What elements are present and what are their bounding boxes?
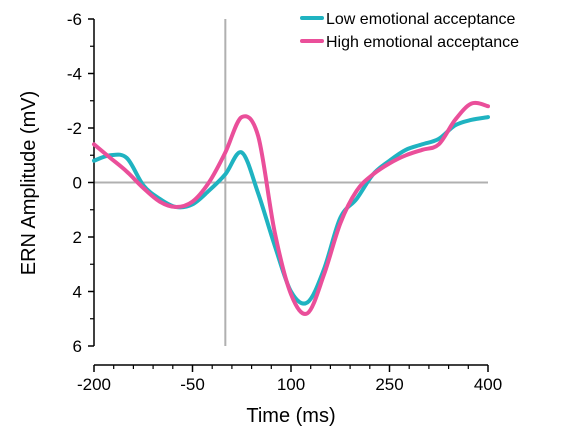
y-tick-label: 2 [73, 228, 82, 247]
x-tick-label: 250 [375, 375, 403, 394]
y-tick-label: 0 [73, 174, 82, 193]
y-tick-label: 4 [73, 283, 82, 302]
x-axis-ticks: -200 -50 100 250 400 [77, 365, 502, 394]
legend: Low emotional acceptance High emotional … [302, 11, 519, 51]
y-axis-ticks: -6 -4 -2 0 2 4 6 [67, 10, 94, 356]
y-axis-title: ERN Amplitude (mV) [18, 91, 40, 276]
x-tick-label: 100 [277, 375, 305, 394]
x-tick-label: 400 [474, 375, 502, 394]
y-tick-label: 6 [73, 337, 82, 356]
x-axis-title: Time (ms) [246, 405, 335, 427]
y-tick-label: -2 [67, 119, 82, 138]
axes: -6 -4 -2 0 2 4 6 -200 -50 100 250 400 [67, 10, 502, 394]
y-tick-label: -6 [67, 10, 82, 29]
x-tick-label: -200 [77, 375, 111, 394]
legend-label-low: Low emotional acceptance [326, 11, 516, 28]
legend-label-high: High emotional acceptance [326, 34, 519, 51]
x-tick-label: -50 [180, 375, 205, 394]
series-high-emotional-acceptance [94, 103, 488, 314]
series-low-emotional-acceptance [94, 117, 488, 303]
y-tick-label: -4 [67, 65, 82, 84]
series-layer [94, 103, 488, 314]
